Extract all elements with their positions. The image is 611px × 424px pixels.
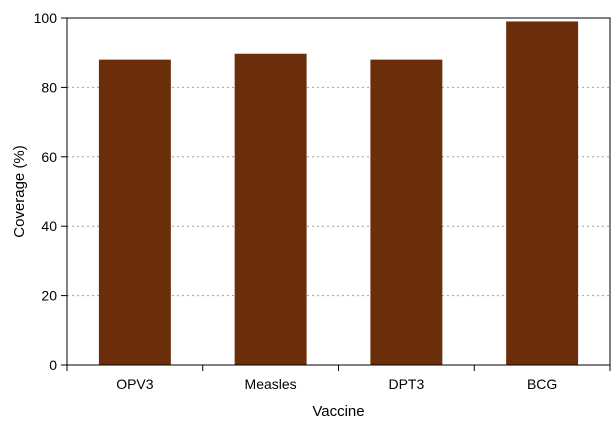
y-axis-ticks: 0 20 40 60 80 100 [34,10,67,373]
bar-dpt3 [370,59,443,365]
x-tick-label-measles: Measles [245,376,297,392]
x-tick-label-bcg: BCG [527,376,557,392]
y-tick-label-100: 100 [34,10,58,26]
y-tick-label-60: 60 [41,149,57,165]
bar-opv3 [98,59,171,365]
x-axis-title: Vaccine [312,403,364,420]
x-tick-label-dpt3: DPT3 [388,376,424,392]
bar-bcg [506,21,579,365]
y-tick-label-0: 0 [49,357,57,373]
y-tick-label-80: 80 [41,79,57,95]
x-axis-ticks: OPV3 Measles DPT3 BCG [66,365,611,392]
y-tick-label-40: 40 [41,218,57,234]
y-tick-label-20: 20 [41,288,57,304]
x-tick-label-opv3: OPV3 [116,376,154,392]
y-axis-title: Coverage (%) [11,145,28,238]
bars [98,21,579,366]
bar-measles [234,53,307,366]
